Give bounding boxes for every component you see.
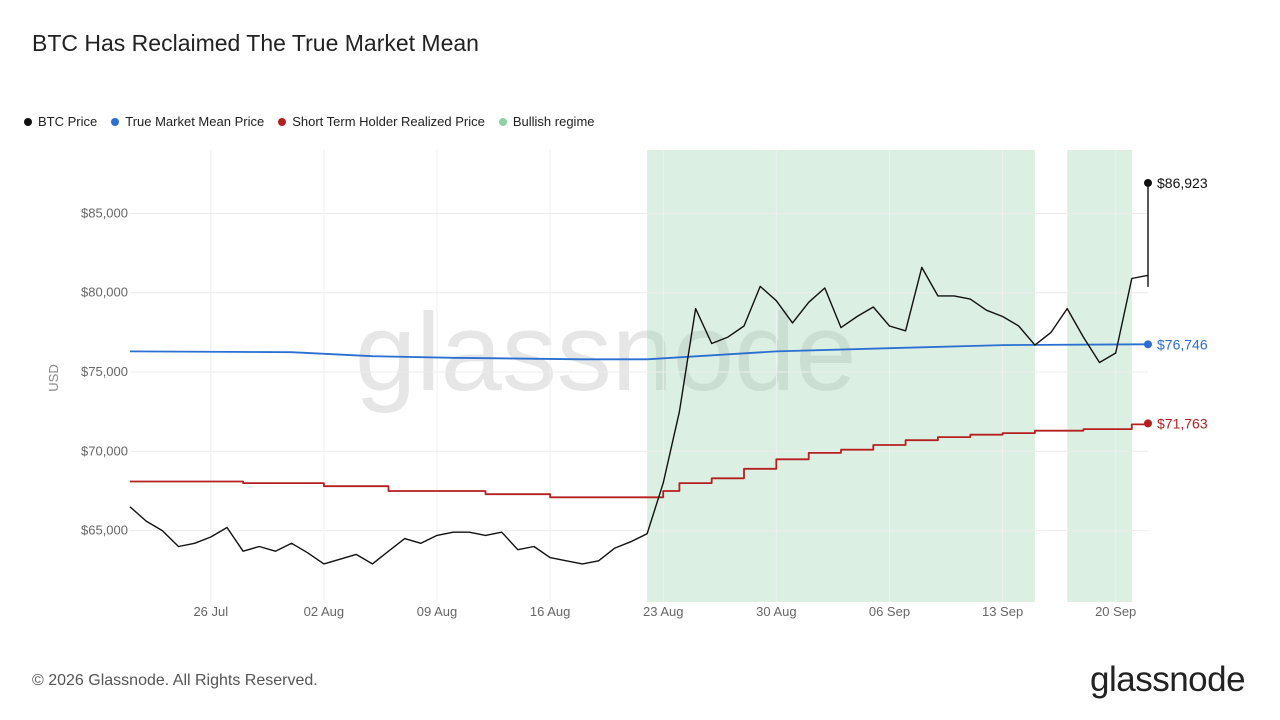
y-axis-ticks: $65,000 $70,000 $75,000 $80,000 $85,000 (81, 205, 128, 537)
bullish-regime-band (647, 150, 1035, 602)
legend-dot-true-market-mean (111, 117, 120, 126)
x-tick-label: 26 Jul (193, 604, 228, 619)
y-tick-label: $70,000 (81, 443, 128, 458)
x-tick-label: 30 Aug (756, 604, 797, 619)
sth-realized-price-end-marker (1144, 419, 1152, 428)
btc-price-line (129, 182, 1149, 565)
x-tick-label: 09 Aug (417, 604, 458, 619)
chart-legend: BTC Price True Market Mean Price Short T… (24, 114, 595, 129)
legend-dot-bullish-regime (498, 117, 507, 126)
series-end-markers: $71,763 $76,746 $86,923 (1144, 175, 1208, 431)
legend-item-bullish-regime[interactable]: Bullish regime (498, 114, 595, 129)
glassnode-logo: glassnode (1090, 660, 1246, 699)
sth-realized-price-line (130, 423, 1149, 499)
true-market-mean-end-label: $76,746 (1157, 336, 1208, 352)
legend-item-sth-realized-price[interactable]: Short Term Holder Realized Price (278, 114, 485, 129)
bullish-regime-bands (647, 150, 1132, 602)
y-axis-label: USD (46, 364, 61, 391)
x-tick-label: 13 Sep (982, 604, 1023, 619)
legend-label-btc-price: BTC Price (38, 114, 98, 129)
grid-lines (130, 150, 1148, 602)
copyright-text: © 2026 Glassnode. All Rights Reserved. (32, 672, 318, 689)
true-market-mean-line (129, 343, 1149, 361)
x-tick-label: 06 Sep (869, 604, 910, 619)
y-tick-label: $85,000 (81, 205, 128, 220)
legend-label-true-market-mean: True Market Mean Price (125, 114, 265, 129)
legend-item-true-market-mean[interactable]: True Market Mean Price (111, 114, 264, 129)
x-tick-label: 16 Aug (530, 604, 571, 619)
x-axis-ticks: 26 Jul 02 Aug 09 Aug 16 Aug 23 Aug 30 Aug 06 S… (193, 604, 1136, 619)
legend-dot-sth-realized-price (278, 117, 287, 126)
chart-title: BTC Has Reclaimed The True Market Mean (32, 30, 479, 56)
bullish-regime-band (1067, 150, 1132, 602)
x-tick-label: 20 Sep (1095, 604, 1136, 619)
legend-dot-btc-price (24, 117, 32, 126)
legend-label-bullish-regime: Bullish regime (512, 114, 595, 129)
btc-price-end-marker (1144, 178, 1152, 187)
x-tick-label: 23 Aug (643, 604, 684, 619)
y-tick-label: $80,000 (81, 285, 128, 300)
y-tick-label: $65,000 (81, 523, 128, 538)
btc-price-end-label: $86,923 (1157, 175, 1208, 191)
true-market-mean-end-marker (1144, 340, 1152, 349)
legend-item-btc-price[interactable]: BTC Price (24, 114, 97, 129)
legend-label-sth-realized-price: Short Term Holder Realized Price (292, 114, 485, 129)
y-tick-label: $75,000 (81, 364, 128, 379)
sth-realized-price-end-label: $71,763 (1157, 415, 1208, 431)
series-lines (129, 182, 1149, 565)
x-tick-label: 02 Aug (304, 604, 345, 619)
